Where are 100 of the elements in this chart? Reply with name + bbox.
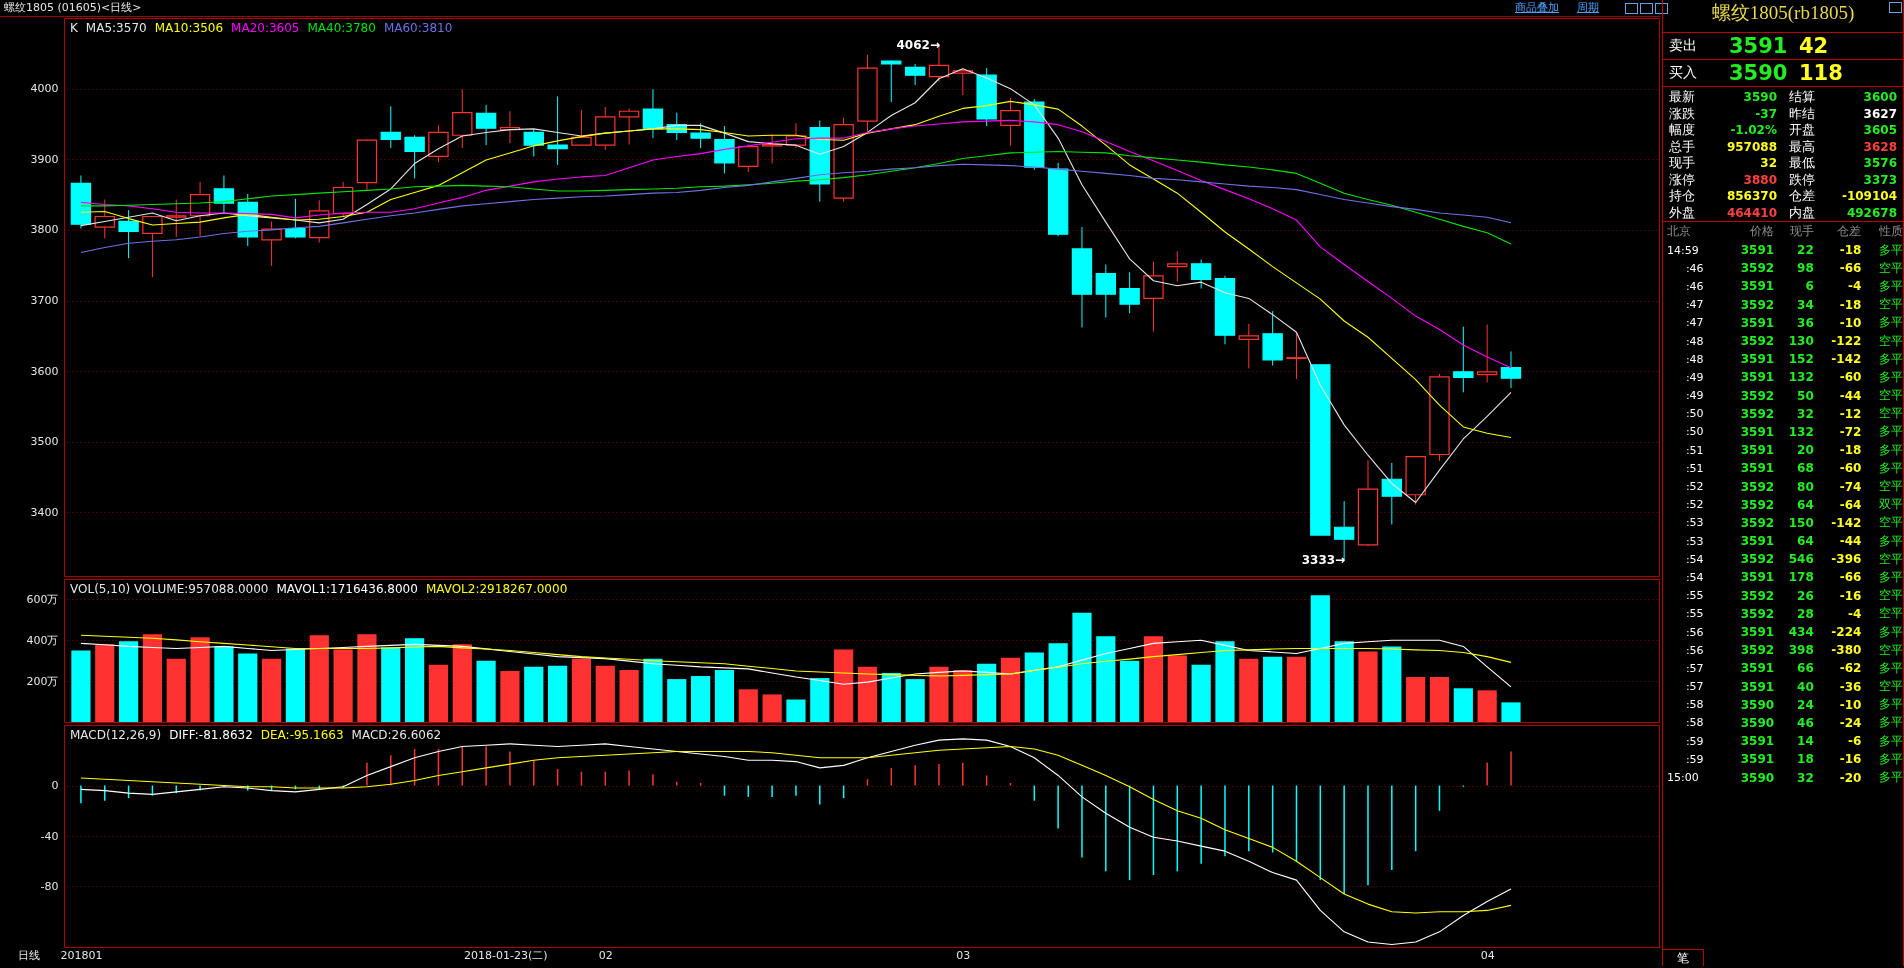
text: 仓差	[1836, 223, 1862, 240]
text: 3592	[1739, 606, 1775, 621]
text: 买入	[1668, 64, 1698, 82]
text: :52	[1684, 480, 1705, 494]
text: 15:00	[1666, 771, 1700, 785]
y-tick-label: 3900	[30, 152, 59, 166]
text: 3591	[1739, 734, 1775, 749]
text: -60	[1838, 461, 1862, 476]
text: 957088	[1725, 139, 1777, 154]
text: -1.02%	[1729, 123, 1777, 138]
text: :49	[1684, 370, 1705, 384]
text: :58	[1684, 716, 1705, 730]
text: 3591	[1739, 461, 1775, 476]
text: 20	[1796, 443, 1814, 458]
text: -12	[1838, 406, 1862, 421]
text: :48	[1684, 352, 1705, 366]
text: 546	[1787, 552, 1814, 567]
text: -122	[1830, 334, 1862, 349]
text: 持仓	[1668, 187, 1696, 206]
text: 178	[1787, 570, 1814, 585]
x-tick-label: 03	[956, 948, 971, 962]
text: 3592	[1739, 552, 1775, 567]
text: -224	[1830, 625, 1862, 640]
text: -10	[1838, 315, 1862, 330]
text: 多平	[1878, 714, 1903, 732]
text: 3591	[1739, 534, 1775, 549]
x-tick-label: 02	[598, 948, 613, 962]
x-tick-label: 04	[1480, 948, 1495, 962]
y-tick-label: 0	[51, 779, 59, 793]
text: 32	[1796, 406, 1814, 421]
y-tick-label: -40	[40, 829, 59, 843]
text: 40	[1796, 679, 1814, 694]
text: 3591	[1739, 752, 1775, 767]
text: 3627	[1862, 106, 1897, 121]
text: 24	[1796, 697, 1814, 712]
text: 空平	[1878, 332, 1903, 350]
text: -109104	[1840, 189, 1897, 204]
text: 多平	[1878, 441, 1903, 459]
text: 性质	[1878, 223, 1903, 240]
text: 3592	[1739, 588, 1775, 603]
text: 螺纹1805(rb1805)	[1710, 1, 1856, 25]
text: 多平	[1878, 423, 1903, 441]
text: 多平	[1878, 732, 1903, 750]
text: :59	[1684, 752, 1705, 766]
text: MAVOL1:1716436.8000	[276, 582, 418, 596]
text: 总手	[1668, 137, 1696, 156]
text: :52	[1684, 498, 1705, 512]
text: -18	[1838, 243, 1862, 258]
text: :50	[1684, 425, 1705, 439]
text: 多平	[1878, 241, 1903, 259]
text: 3590	[1739, 697, 1775, 712]
text: 18	[1796, 752, 1814, 767]
legend-title: MACD(12,26,9)	[70, 728, 162, 742]
text: 46	[1796, 715, 1814, 730]
text: -24	[1838, 715, 1862, 730]
text: 笔	[1663, 949, 1704, 966]
text: MA60:3810	[383, 21, 453, 35]
text: -20	[1838, 770, 1862, 785]
text: -380	[1830, 643, 1862, 658]
text: MA5:3570	[85, 21, 147, 35]
text: 多平	[1878, 350, 1903, 368]
text: 3591	[1739, 370, 1775, 385]
text: 3592	[1739, 479, 1775, 494]
text: 内盘	[1788, 203, 1816, 222]
text: :49	[1684, 389, 1705, 403]
text: 3592	[1739, 643, 1775, 658]
text: DIFF:-81.8632	[169, 728, 253, 742]
text: -10	[1838, 697, 1862, 712]
text: 42	[1799, 34, 1830, 58]
text: 多平	[1878, 750, 1903, 768]
text: :53	[1684, 534, 1705, 548]
text: 跌停	[1788, 170, 1816, 189]
text: 3592	[1739, 497, 1775, 512]
text: 3591	[1739, 243, 1775, 258]
text: 64	[1796, 497, 1814, 512]
text: 多平	[1878, 769, 1903, 787]
y-tick-label: 400万	[26, 633, 59, 647]
text: 398	[1787, 643, 1814, 658]
text: 外盘	[1668, 203, 1696, 222]
text: -36	[1838, 679, 1862, 694]
text: :51	[1684, 461, 1705, 475]
text: 多平	[1878, 623, 1903, 641]
text: 多平	[1878, 659, 1903, 677]
text: 多平	[1878, 277, 1903, 295]
text: 3591	[1739, 315, 1775, 330]
text: 3600	[1862, 90, 1897, 105]
text: 64	[1796, 534, 1814, 549]
text: MA40:3780	[307, 21, 376, 35]
text: -4	[1847, 606, 1862, 621]
text: 3590	[1739, 770, 1775, 785]
text: -6	[1847, 734, 1862, 749]
text: 3628	[1862, 139, 1897, 154]
text: 2018-01-23(二)	[464, 949, 548, 962]
text: MAVOL2:2918267.0000	[425, 582, 568, 596]
text: 昨结	[1788, 104, 1816, 123]
text: -66	[1838, 261, 1862, 276]
text: 3591	[1739, 625, 1775, 640]
text: 周期	[1577, 0, 1599, 16]
text: 14:59	[1666, 243, 1700, 257]
text: :46	[1684, 279, 1705, 293]
